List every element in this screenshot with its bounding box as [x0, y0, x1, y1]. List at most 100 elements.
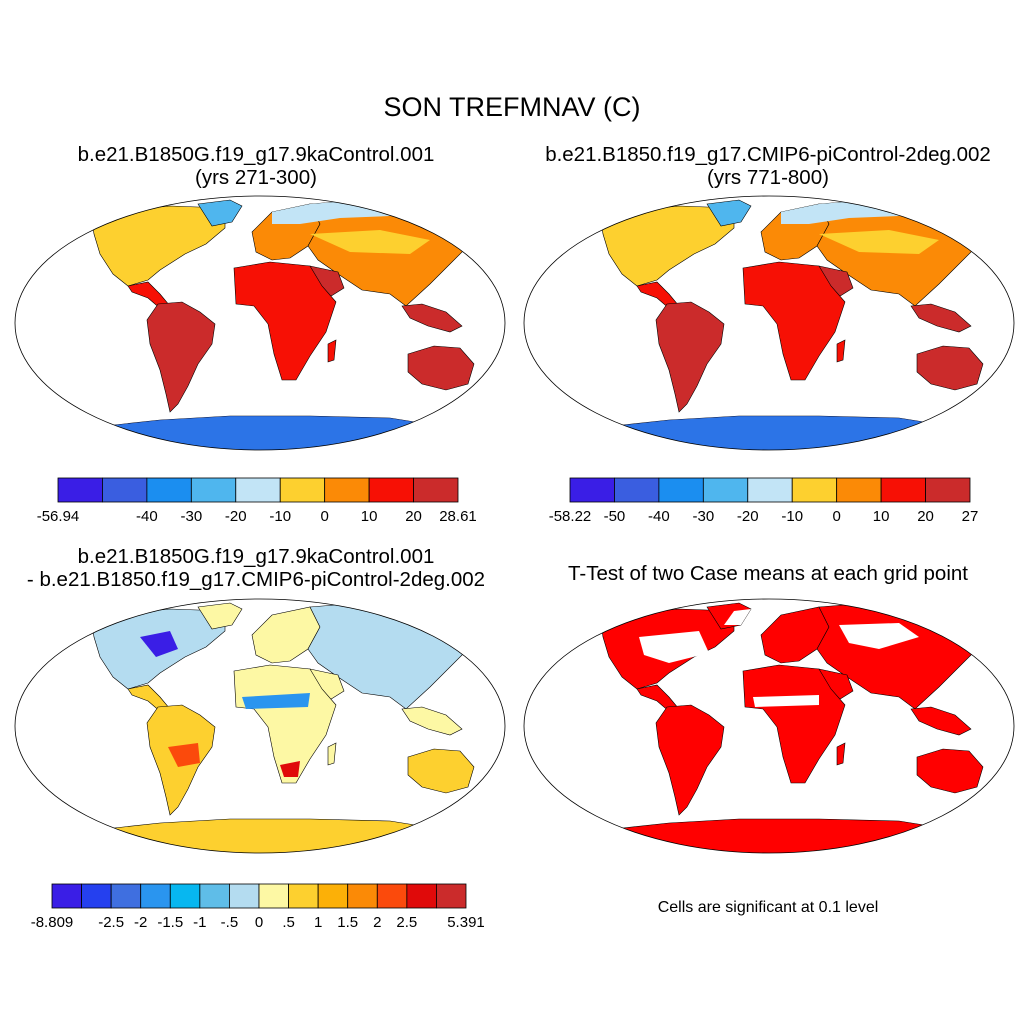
panel2-region-samerica: [655, 301, 725, 413]
panel1-map: [14, 195, 506, 451]
panel1-colorbar-label: -30: [180, 508, 202, 525]
panel3-colorbar-box: [51, 883, 82, 909]
panel2-colorbar-label: -30: [692, 508, 714, 525]
panel1-colorbar-box: [413, 477, 459, 503]
sahel-anomaly: [242, 693, 310, 709]
panel3-title-line2: - b.e21.B1850.f19_g17.CMIP6-piControl-2d…: [26, 568, 486, 591]
panel4-region-samerica: [655, 704, 725, 816]
panel3-region-africa: [233, 664, 337, 784]
panel1-title: b.e21.B1850G.f19_g17.9kaControl.001 (yrs…: [0, 143, 512, 189]
panel2-region-seasia: [910, 303, 972, 333]
panel2-colorbar-label: 10: [873, 508, 890, 525]
panel3-colorbar-label: 0: [255, 914, 263, 931]
panel3-colorbar-label: -1.5: [157, 914, 183, 931]
antarctic-cold-band: [614, 416, 949, 450]
panel4-map-frame: [523, 598, 1015, 854]
panel3-colorbar-label: 1: [314, 914, 322, 931]
nonsignificant-area: [839, 623, 919, 649]
panel1-title-line2: (yrs 271-300): [195, 166, 317, 189]
panel3-colorbar-box: [288, 883, 319, 909]
nonsignificant-area: [753, 695, 819, 707]
panel3-colorbar-box: [406, 883, 437, 909]
panel2-colorbar-label: 0: [832, 508, 840, 525]
panel3-colorbar-box: [229, 883, 260, 909]
panel1-region-madagascar: [327, 339, 337, 363]
panel2-map-frame: [523, 195, 1015, 451]
panel4-region-seasia: [910, 706, 972, 736]
panel2-colorbar-label: -40: [648, 508, 670, 525]
panel2-region-africa: [742, 261, 846, 381]
panel2-colorbar-box: [925, 477, 971, 503]
panel2-title-line1: b.e21.B1850.f19_g17.CMIP6-piControl-2deg…: [545, 143, 991, 166]
panel1-colorbar-label: -40: [136, 508, 158, 525]
panel3-colorbar-label: -2.5: [98, 914, 124, 931]
panel1-colorbar-box: [279, 477, 326, 503]
panel3-colorbar: -8.809 -2.5 -2 -1.5 -1 -.5 0 .5 1 1.5 2 2.5 5.391: [31, 883, 485, 931]
panel3-region-antarctica: [104, 818, 441, 853]
panel1-region-greenland: [197, 199, 243, 227]
panel2-colorbar-label: -10: [781, 508, 803, 525]
panel2-colorbar-box: [569, 477, 615, 503]
antarctic-cold-band: [105, 416, 440, 450]
panel2-colorbar-box: [791, 477, 838, 503]
panel2-colorbar-label: -20: [737, 508, 759, 525]
panel3-title-line1: b.e21.B1850G.f19_g17.9kaControl.001: [77, 545, 435, 568]
panel2-colorbar: -58.22 -50 -40 -30 -20 -10 0 10 20 27: [549, 477, 978, 525]
panel3-colorbar-box: [436, 883, 467, 909]
panel1-title-line1: b.e21.B1850G.f19_g17.9kaControl.001: [77, 143, 435, 166]
panel2-region-namerica: [600, 205, 735, 287]
panel3-colorbar-box: [199, 883, 230, 909]
panel3-colorbar-label: 2: [373, 914, 381, 931]
panel3-region-australia: [407, 748, 475, 794]
panel1-region-australia: [407, 345, 475, 391]
panel3-region-madagascar: [327, 742, 337, 766]
panel4-region-europe: [760, 606, 830, 664]
panel1-colorbar-box: [190, 477, 237, 503]
panel4-map: [523, 598, 1015, 854]
panel1-colorbar-box: [235, 477, 281, 503]
panel1-colorbar-box: [146, 477, 192, 503]
panel2-colorbar-box: [836, 477, 882, 503]
panel3-map-frame: [14, 598, 506, 854]
central-asia-band: [310, 230, 430, 254]
panel3-colorbar-label: 1.5: [337, 914, 358, 931]
panel1-colorbar-box: [57, 477, 103, 503]
panel3-colorbar-label: .5: [282, 914, 295, 931]
panel1-colorbar-label: -20: [225, 508, 247, 525]
panel4-region-australia: [916, 748, 984, 794]
nonsignificant-area: [639, 631, 709, 663]
central-asia-band: [819, 230, 939, 254]
panel1-region-namerica: [91, 205, 226, 287]
panel4-region-antarctica: [613, 818, 950, 853]
panel3-title: b.e21.B1850G.f19_g17.9kaControl.001 - b.…: [0, 545, 518, 591]
panel2-colorbar-box: [747, 477, 793, 503]
panel3-colorbar-label: 2.5: [396, 914, 417, 931]
panel2-region-greenland: [706, 199, 752, 227]
panel3-colorbar-box: [317, 883, 349, 909]
panel1-map-frame: [14, 195, 506, 451]
panel2-title: b.e21.B1850.f19_g17.CMIP6-piControl-2deg…: [512, 143, 1024, 189]
panel2-map: [523, 195, 1015, 451]
panel1-region-africa: [233, 261, 337, 381]
panel3-colorbar-label: -2: [134, 914, 147, 931]
panel1-region-samerica: [146, 301, 216, 413]
panel2-region-madagascar: [836, 339, 846, 363]
panel1-colorbar-label: 10: [361, 508, 378, 525]
panel3-colorbar-box: [110, 883, 142, 909]
panel3-colorbar-box: [347, 883, 378, 909]
southern-africa-anomaly: [280, 761, 300, 777]
panel3-colorbar-label: -8.809: [31, 914, 74, 931]
panel2-colorbar-box: [658, 477, 704, 503]
significance-note: Cells are significant at 0.1 level: [657, 899, 879, 916]
panel3-colorbar-box: [169, 883, 201, 909]
panel1-colorbar-label: -10: [269, 508, 291, 525]
panel1-colorbar-label: 0: [320, 508, 328, 525]
panel1-colorbar-box: [368, 477, 414, 503]
panel3-region-greenland: [197, 602, 243, 630]
panel1-colorbar-label: -56.94: [37, 508, 80, 525]
panel3-colorbar-box: [81, 883, 112, 909]
panel3-colorbar-box: [258, 883, 289, 909]
panel3-colorbar-box: [376, 883, 408, 909]
panel2-colorbar-label: -50: [604, 508, 626, 525]
panel2-colorbar-box: [614, 477, 660, 503]
